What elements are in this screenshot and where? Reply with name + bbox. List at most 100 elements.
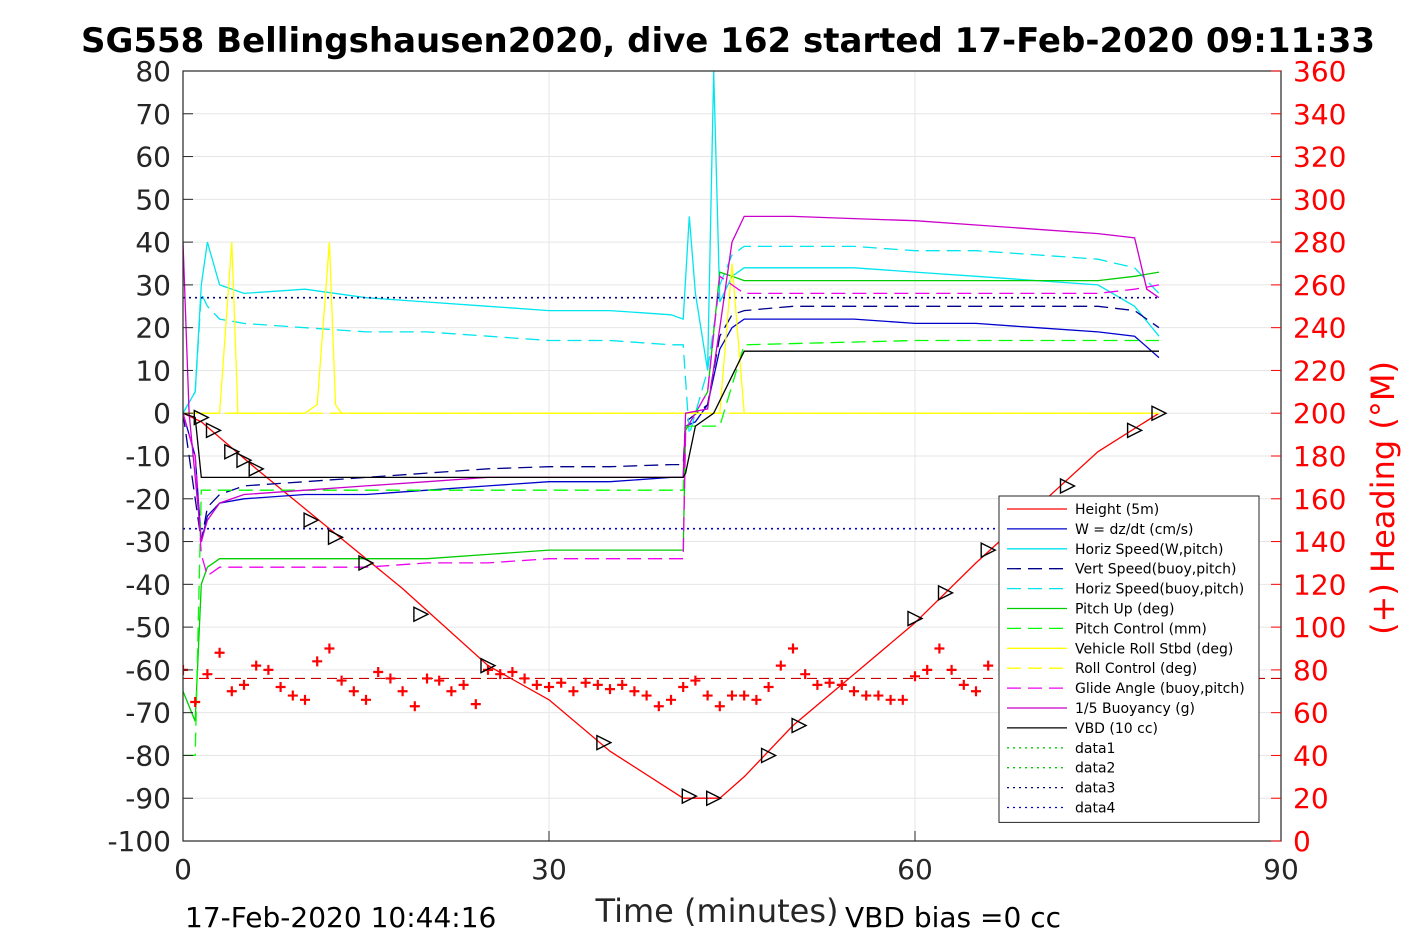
x-tick-label: 90 — [1263, 853, 1299, 886]
heading-point — [275, 682, 286, 692]
series-line-1 — [183, 412, 1160, 799]
y-right-tick-label: 260 — [1293, 269, 1346, 302]
heading-point — [812, 679, 823, 690]
heading-point — [739, 690, 750, 701]
heading-point — [446, 686, 457, 697]
heading-point — [361, 694, 371, 705]
heading-point — [507, 667, 518, 678]
legend-label: data1 — [1075, 741, 1115, 757]
heading-point — [617, 679, 628, 690]
heading-point — [544, 682, 554, 692]
vbd-marker — [358, 554, 375, 572]
y-right-tick-label: 180 — [1293, 440, 1346, 473]
heading-point — [751, 694, 762, 705]
heading-point — [873, 690, 884, 701]
heading-point — [702, 690, 713, 701]
vbd-marker — [980, 541, 997, 559]
heading-point — [239, 679, 249, 690]
y-tick-label: 80 — [135, 55, 171, 88]
vbd-marker — [303, 512, 320, 529]
heading-point — [824, 677, 835, 688]
series-line-7 — [183, 339, 1159, 757]
y-tick-label: -50 — [125, 611, 171, 644]
heading-point — [385, 673, 396, 684]
x-axis-label: Time (minutes) — [595, 892, 839, 930]
heading-point — [666, 694, 676, 705]
heading-point — [190, 696, 201, 707]
y-tick-label: -30 — [125, 526, 171, 559]
y-right-tick-label: 160 — [1293, 483, 1346, 516]
heading-point — [800, 669, 811, 680]
y-right-tick-label: 140 — [1293, 526, 1346, 559]
vbd-marker — [480, 657, 497, 674]
y-tick-label: -100 — [107, 825, 171, 858]
y-tick-label: -40 — [125, 568, 171, 601]
vbd-marker — [681, 787, 698, 805]
legend-label: data4 — [1075, 801, 1116, 817]
heading-point — [202, 669, 213, 680]
y-tick-label: 70 — [135, 98, 171, 131]
y-tick-label: 50 — [135, 183, 171, 216]
y-tick-label: 30 — [135, 269, 171, 302]
heading-point — [934, 643, 945, 654]
heading-point — [836, 679, 847, 690]
heading-point — [251, 660, 262, 671]
heading-point — [434, 675, 445, 686]
heading-point — [641, 690, 652, 701]
series-group — [183, 71, 1160, 799]
y-right-tick-label: 220 — [1293, 354, 1346, 387]
y-right-tick-label: 40 — [1293, 739, 1329, 772]
legend-label: data2 — [1075, 761, 1115, 777]
y-right-tick-label: 340 — [1293, 98, 1346, 131]
heading-point — [605, 684, 615, 695]
y-axis-right-label: (+) Heading (°M) — [1364, 361, 1402, 635]
legend: Height (5m) W = dz/dt (cm/s) Horiz Speed(W… — [998, 495, 1260, 823]
heading-point — [312, 656, 323, 667]
vbd-marker — [327, 529, 345, 546]
series-line-5 — [183, 245, 1160, 435]
legend-label: 1/5 Buoyancy (g) — [1075, 701, 1195, 717]
heading-point — [409, 701, 420, 712]
heading-point — [592, 679, 603, 690]
heading-point — [519, 673, 530, 684]
y-tick-label: -70 — [125, 697, 171, 730]
vbd-marker — [937, 584, 955, 602]
series-line-12 — [183, 350, 1159, 479]
legend-label: Roll Control (deg) — [1075, 661, 1197, 677]
vbd-marker — [205, 422, 223, 439]
y-right-tick-label: 60 — [1293, 697, 1329, 730]
heading-point — [690, 675, 701, 686]
vbd-marker — [907, 610, 924, 627]
y-right-tick-label: 200 — [1293, 397, 1346, 430]
y-tick-label: 0 — [153, 397, 171, 430]
legend-label: Pitch Control (mm) — [1075, 621, 1207, 637]
axis-ticks: 0 30 60 9080706050403020100-10-20-30-40-50-… — [107, 55, 1346, 886]
y-right-tick-label: 20 — [1293, 782, 1329, 815]
heading-point — [653, 701, 664, 712]
heading-point — [580, 677, 591, 688]
vbd-marker — [236, 452, 253, 469]
vbd-marker — [1126, 422, 1144, 439]
y-right-tick-label: 120 — [1293, 568, 1346, 601]
legend-label: Horiz Speed(W,pitch) — [1075, 542, 1223, 558]
heading-point — [885, 694, 896, 705]
heading-point — [422, 673, 432, 684]
heading-point — [788, 643, 798, 654]
heading-point — [897, 694, 908, 705]
legend-label: W = dz/dt (cm/s) — [1075, 522, 1194, 538]
y-tick-label: -80 — [125, 739, 171, 772]
y-right-tick-label: 240 — [1293, 312, 1346, 345]
heading-point — [958, 679, 969, 690]
legend-label: Height (5m) — [1075, 502, 1159, 518]
heading-point — [983, 660, 994, 671]
heading-point — [910, 671, 920, 682]
heading-point — [678, 682, 689, 692]
heading-point — [971, 686, 981, 697]
heading-point — [727, 690, 737, 701]
heading-point — [226, 686, 237, 697]
heading-point — [397, 686, 408, 697]
vbd-markers — [193, 405, 1168, 807]
heading-point — [556, 677, 567, 688]
legend-label: Pitch Up (deg) — [1075, 602, 1174, 618]
legend-label: data3 — [1075, 781, 1115, 797]
